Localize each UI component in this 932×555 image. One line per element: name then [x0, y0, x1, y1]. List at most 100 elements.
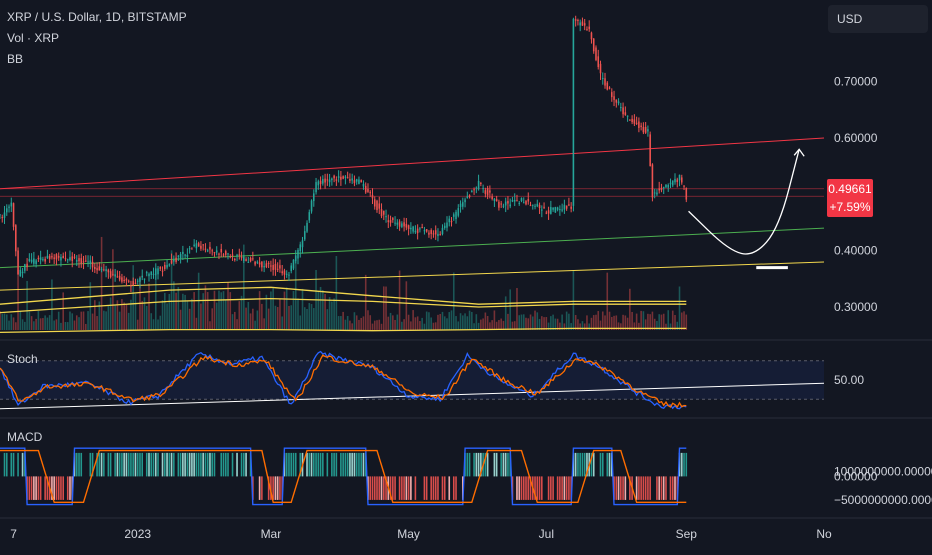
volume-bar — [227, 282, 229, 330]
volume-bar — [313, 308, 315, 330]
candle-body — [355, 179, 358, 182]
volume-bar — [473, 323, 475, 330]
trendline[interactable] — [0, 261, 825, 291]
macd-histogram-bar — [231, 452, 234, 477]
volume-bar — [42, 318, 44, 330]
macd-histogram-bar — [109, 452, 112, 477]
volume-bar — [534, 310, 536, 330]
macd-histogram-bar — [60, 476, 62, 500]
volume-bar — [665, 323, 667, 330]
volume-bar — [46, 317, 49, 330]
volume-legend[interactable]: Vol · XRP — [7, 31, 60, 45]
candle-body — [28, 258, 31, 261]
bb-legend[interactable]: BB — [7, 52, 24, 66]
volume-bar — [308, 303, 311, 330]
volume-bar — [638, 322, 640, 330]
candle-body — [581, 21, 584, 26]
candle-body — [398, 221, 401, 227]
macd-histogram-bar — [565, 476, 568, 500]
volume-bar — [577, 319, 579, 330]
candle-body — [121, 277, 123, 282]
volume-bar — [62, 292, 65, 330]
candle-body — [559, 209, 561, 211]
candle-body — [82, 261, 85, 263]
candle-body — [683, 185, 685, 187]
candle-body — [604, 78, 606, 86]
volume-bar — [30, 316, 33, 330]
stoch-pane[interactable] — [0, 350, 825, 410]
volume-bar — [629, 288, 631, 330]
macd-legend[interactable]: MACD — [7, 430, 43, 444]
macd-histogram-bar — [107, 452, 110, 477]
volume-bar — [285, 287, 288, 330]
macd-histogram-bar — [398, 476, 401, 500]
candle-body — [1, 217, 4, 219]
candle-body — [504, 201, 507, 206]
volume-bar — [511, 321, 514, 330]
symbol-title[interactable]: XRP / U.S. Dollar, 1D, BITSTAMP — [7, 10, 187, 24]
price-pane[interactable] — [0, 15, 825, 334]
candle-body — [346, 177, 349, 179]
macd-histogram-bar — [168, 452, 171, 477]
volume-bar — [344, 319, 347, 330]
trendline[interactable] — [0, 137, 825, 190]
candle-body — [588, 26, 591, 29]
candle-body — [231, 254, 234, 256]
volume-bar — [53, 320, 55, 330]
currency-button[interactable]: USD — [828, 5, 928, 33]
volume-bar — [586, 315, 588, 330]
volume-bar — [412, 310, 414, 330]
volume-bar — [676, 321, 679, 330]
macd-histogram-bar — [394, 476, 396, 500]
volume-bar — [466, 316, 469, 330]
macd-histogram-bar — [202, 452, 204, 477]
volume-bar — [60, 322, 62, 330]
volume-bar — [136, 319, 139, 330]
candle-body — [419, 228, 421, 230]
trendline[interactable] — [0, 227, 825, 269]
macd-histogram-bar — [274, 476, 277, 500]
macd-histogram-bar — [276, 476, 279, 500]
macd-pane[interactable] — [0, 447, 688, 506]
candle-body — [19, 269, 22, 277]
candle-body — [606, 82, 609, 90]
candle-body — [392, 218, 394, 220]
candle-body — [337, 176, 340, 178]
volume-bar — [236, 319, 238, 330]
macd-histogram-bar — [541, 476, 543, 500]
candle-body — [94, 266, 96, 269]
candle-body — [676, 179, 679, 183]
candle-body — [0, 214, 1, 216]
price-axis-label: 0.30000 — [834, 300, 878, 314]
macd-histogram-bar — [161, 452, 164, 477]
candle-body — [177, 255, 180, 257]
projection-curve[interactable] — [688, 149, 800, 255]
macd-histogram-bar — [224, 452, 227, 477]
volume-bar — [179, 309, 182, 330]
candle-body — [26, 263, 28, 268]
volume-bar — [267, 308, 270, 330]
volume-bar — [358, 319, 360, 330]
stoch-trendline[interactable] — [0, 382, 825, 410]
candle-body — [563, 204, 566, 210]
candle-body — [633, 119, 636, 124]
macd-histogram-bar — [624, 476, 627, 500]
volume-bar — [105, 311, 107, 330]
volume-bar — [209, 321, 211, 330]
candle-body — [224, 251, 227, 255]
macd-histogram-bar — [285, 452, 288, 477]
macd-axis-label: −5000000000.00000 — [834, 493, 932, 507]
macd-histogram-bar — [200, 452, 202, 477]
volume-bar — [94, 300, 96, 330]
candle-body — [344, 176, 347, 178]
macd-histogram-bar — [270, 476, 272, 500]
macd-histogram-bar — [493, 452, 496, 477]
volume-bar — [541, 316, 543, 330]
macd-histogram-bar — [317, 452, 320, 477]
volume-bar — [191, 298, 193, 330]
volume-bar — [292, 291, 295, 330]
volume-bar — [78, 317, 80, 330]
stoch-legend[interactable]: Stoch — [7, 352, 38, 366]
volume-bar — [608, 311, 611, 330]
